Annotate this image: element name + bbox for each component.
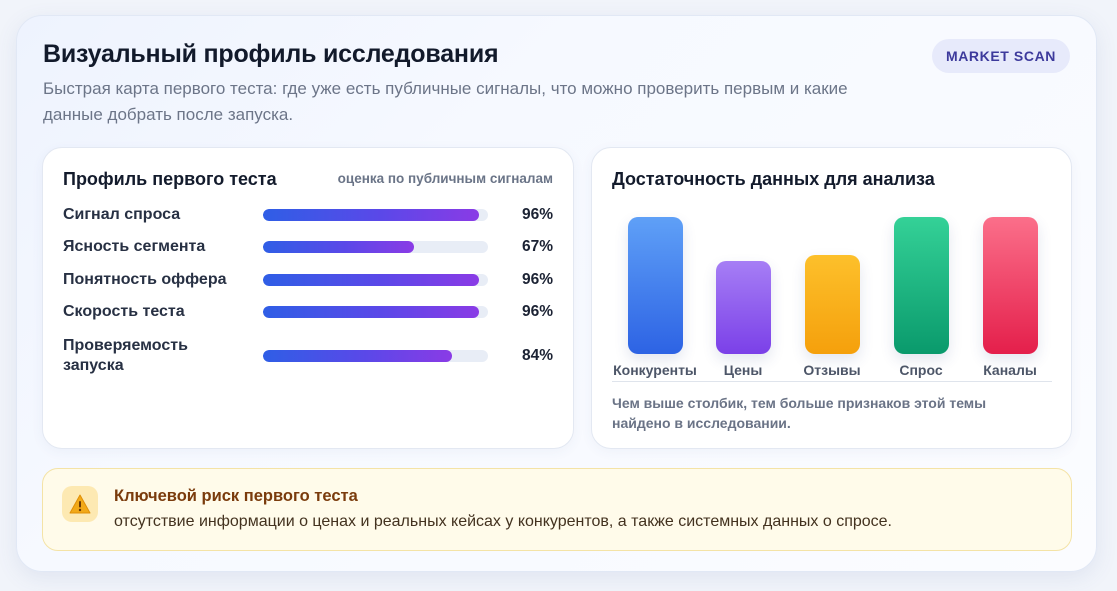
bar-3 [805,255,860,354]
metric-progress-bar [263,350,488,362]
first-test-profile-panel: Профиль первого теста оценка по публичны… [42,147,574,449]
research-profile-card: Визуальный профиль исследования Быстрая … [16,15,1097,572]
page-title: Визуальный профиль исследования [43,40,499,68]
metric-value: 67% [521,238,553,255]
metric-progress-fill [263,350,452,362]
metric-progress-bar [263,209,488,221]
metric-row: Ясность сегмента 67% [63,237,553,257]
metric-label: Сигнал спроса [63,206,181,223]
key-risk-callout: Ключевой риск первого теста отсутствие и… [42,468,1072,551]
page-subtitle: Быстрая карта первого теста: где уже ест… [43,79,848,124]
bar-label: Конкуренты [613,362,697,378]
chart-title: Достаточность данных для анализа [612,169,935,189]
chart-note: Чем выше столбик, тем больше признаков э… [612,395,987,431]
metric-row: Понятность оффера 96% [63,270,553,290]
bar-label: Каналы [983,362,1037,378]
bar-label: Цены [723,362,763,378]
metric-value: 96% [521,271,553,288]
metric-progress-fill [263,241,414,253]
bar-2 [716,261,771,354]
metric-label: Понятность оффера [63,271,227,288]
metric-progress-fill [263,306,479,318]
metric-progress-bar [263,274,488,286]
profile-note: оценка по публичным сигналам [337,171,553,186]
bar-4 [894,217,949,354]
profile-title: Профиль первого теста [63,169,277,189]
metric-label: Проверяемость запуска [63,337,188,374]
risk-title: Ключевой риск первого теста [114,487,358,505]
bar-chart: Конкуренты Цены Отзывы Спрос Каналы [592,148,1071,448]
bar-5 [983,217,1038,354]
metric-row: Проверяемость запуска 84% [63,334,553,378]
metric-progress-fill [263,209,479,221]
market-scan-badge: MARKET SCAN [931,39,1070,73]
bar-label: Спрос [899,362,943,378]
metric-label: Ясность сегмента [63,238,206,255]
metric-progress-fill [263,274,479,286]
metric-progress-bar [263,306,488,318]
metric-label: Скорость теста [63,303,185,320]
risk-text: отсутствие информации о ценах и реальных… [114,513,892,530]
bar-label: Отзывы [803,362,861,378]
metric-progress-bar [263,241,488,253]
metric-row: Скорость теста 96% [63,302,553,322]
metric-row: Сигнал спроса 96% [63,205,553,225]
metric-value: 96% [521,303,553,320]
bar-1 [628,217,683,354]
metric-value: 96% [521,206,553,223]
data-sufficiency-panel: Достаточность данных для анализа Конкуре… [591,147,1072,449]
metric-value: 84% [521,347,553,364]
warning-icon [62,486,98,522]
chart-baseline [612,381,1052,382]
